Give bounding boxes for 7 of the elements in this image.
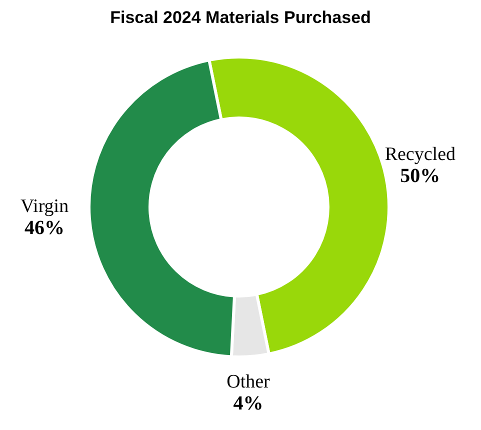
slice-label: Virgin — [20, 196, 70, 218]
data-label: 50% — [400, 165, 440, 188]
data-label: 46% — [24, 217, 65, 240]
slice-label: Recycled — [384, 144, 456, 166]
slice-label: Other — [226, 371, 271, 392]
data-label: 4% — [233, 392, 264, 414]
chart-title: Fiscal 2024 Materials Purchased — [109, 8, 372, 29]
